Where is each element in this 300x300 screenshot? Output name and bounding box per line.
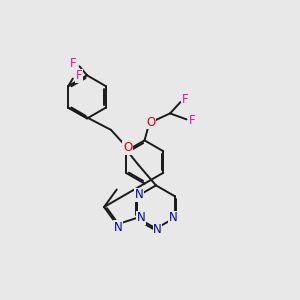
- Text: N: N: [169, 211, 178, 224]
- Text: F: F: [182, 92, 188, 106]
- Text: N: N: [135, 188, 144, 201]
- Text: N: N: [153, 223, 162, 236]
- Text: N: N: [136, 211, 145, 224]
- Text: F: F: [70, 57, 77, 70]
- Text: O: O: [146, 116, 155, 129]
- Text: N: N: [114, 221, 123, 234]
- Text: F: F: [76, 69, 82, 82]
- Text: O: O: [123, 141, 132, 154]
- Text: F: F: [189, 114, 195, 128]
